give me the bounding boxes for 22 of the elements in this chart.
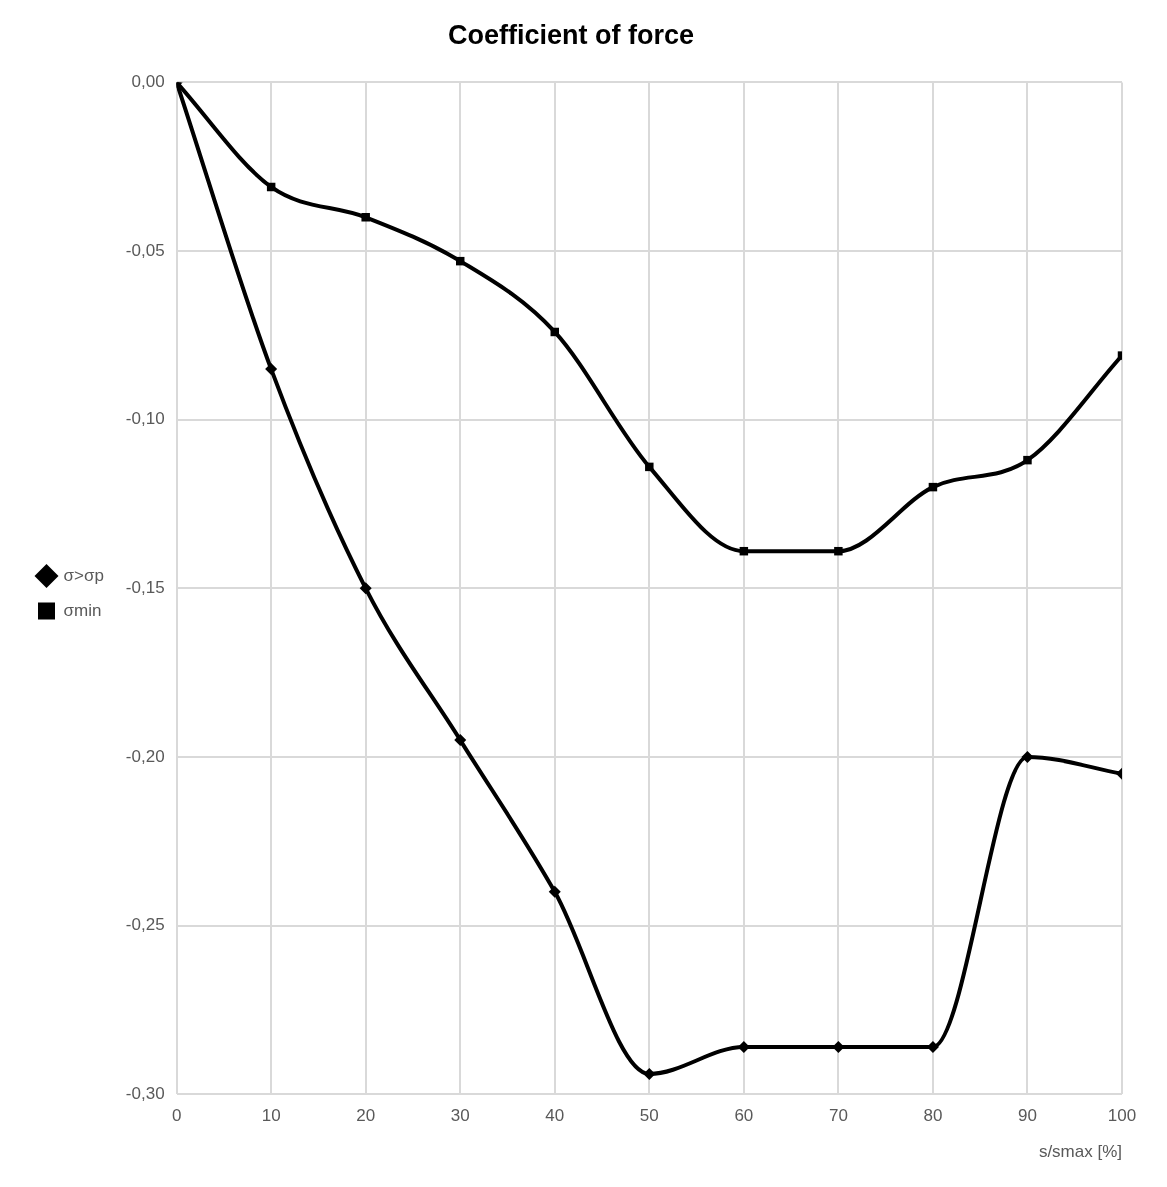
chart-title: Coefficient of force: [447, 19, 695, 50]
y-tick-label: 0,00: [131, 72, 165, 92]
y-tick-label: -0,25: [125, 915, 165, 935]
y-tick-label: -0,20: [125, 746, 165, 766]
y-tick-label: -0,10: [125, 409, 165, 429]
legend-label: σmin: [63, 600, 102, 620]
y-tick-label: -0,15: [125, 577, 165, 597]
x-tick-label: 90: [1018, 1106, 1037, 1126]
x-axis-title: s/smax [%]: [1038, 1142, 1122, 1162]
x-tick-label: 50: [639, 1106, 659, 1126]
y-tick-label: -0,30: [125, 1083, 165, 1103]
x-tick-label: 70: [828, 1106, 848, 1126]
x-tick-label: 80: [923, 1106, 943, 1126]
legend-label: σ>σp: [63, 565, 104, 585]
x-tick-label: 100: [1107, 1106, 1137, 1126]
y-tick-label: -0,05: [125, 240, 165, 260]
x-tick-label: 30: [450, 1106, 470, 1126]
x-tick-label: 10: [261, 1106, 281, 1126]
x-tick-label: 60: [734, 1106, 754, 1126]
x-tick-label: 0: [171, 1106, 182, 1126]
x-tick-label: 20: [356, 1106, 376, 1126]
x-tick-label: 40: [545, 1106, 565, 1126]
